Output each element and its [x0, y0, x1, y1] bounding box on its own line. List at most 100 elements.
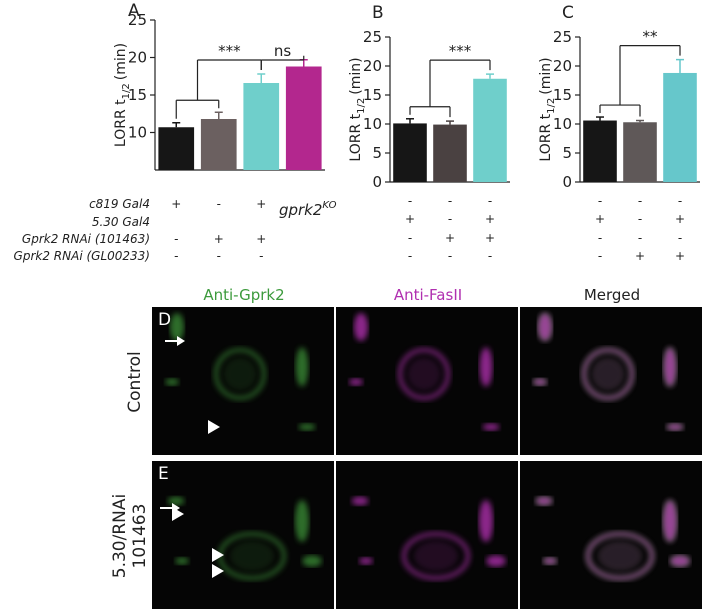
genotype-mark: - — [638, 231, 642, 245]
y-label-unit: (min) — [348, 57, 364, 94]
stain-core — [302, 555, 322, 567]
stain — [402, 532, 470, 580]
genotype-mark: - — [678, 194, 682, 208]
y-tick-label: 0 — [562, 173, 572, 191]
y-tick-label: 10 — [553, 115, 572, 133]
panel-letter: C — [562, 3, 574, 23]
y-label-main: LORR t — [538, 113, 554, 161]
y-axis-label: LORR t1/2 (min) — [113, 43, 132, 147]
genotype-mark: + — [214, 232, 224, 246]
genotype-mark: - — [408, 249, 412, 263]
genotype-mark: - — [638, 212, 642, 226]
bar-genotype-sup: KO — [322, 200, 336, 211]
stain — [586, 532, 654, 580]
stain-core — [486, 555, 506, 567]
significance-label: *** — [218, 42, 241, 60]
genotype-mark: + — [256, 232, 266, 246]
y-tick-label: 15 — [363, 86, 382, 104]
genotype-mark: - — [174, 232, 178, 246]
genotype-mark: + — [405, 212, 415, 226]
stain-core — [479, 500, 493, 542]
y-tick-label: 10 — [363, 115, 382, 133]
image-panel-letter: D — [158, 310, 171, 330]
stain-core — [407, 357, 441, 391]
y-label-main: LORR t — [348, 113, 364, 161]
image-row-label: 5.30/RNAi — [110, 494, 130, 578]
genotype-mark: + — [675, 212, 685, 226]
stain-core — [295, 500, 309, 542]
y-label-main: LORR t — [113, 99, 129, 147]
arrowhead — [208, 420, 220, 434]
stain-core — [354, 313, 368, 341]
bar — [473, 78, 507, 182]
genotype-mark: - — [448, 194, 452, 208]
y-label-sub: 1/2 — [121, 83, 132, 99]
significance-label: *** — [449, 42, 472, 60]
stain-core — [223, 357, 257, 391]
bar — [243, 83, 280, 170]
y-tick-label: 25 — [553, 28, 572, 46]
image-row-label: Control — [125, 351, 145, 412]
genotype-mark: - — [488, 194, 492, 208]
y-axis-label: LORR t1/2 (min) — [538, 57, 557, 161]
genotype-mark: - — [408, 231, 412, 245]
bar — [158, 127, 195, 170]
genotype-mark: - — [217, 197, 221, 211]
stain-core — [351, 496, 369, 506]
stain-core — [167, 496, 185, 506]
stain-core — [535, 496, 553, 506]
image-column-label: Merged — [584, 286, 640, 304]
arrow-head — [177, 336, 185, 346]
image-row-label: 101463 — [130, 504, 150, 569]
genotype-row-label: c819 Gal4 — [89, 197, 150, 211]
bar — [285, 66, 322, 170]
bar — [623, 122, 657, 182]
stain-core — [591, 357, 625, 391]
y-tick-label: 20 — [363, 57, 382, 75]
bar — [433, 124, 467, 182]
stain-core — [298, 423, 316, 431]
genotype-mark: - — [408, 194, 412, 208]
stain — [398, 348, 450, 400]
genotype-mark: - — [598, 194, 602, 208]
y-label-unit: (min) — [113, 43, 129, 80]
stain-core — [482, 423, 500, 431]
bar-genotype-label: gprk2KO — [279, 200, 337, 219]
y-tick-label: 20 — [553, 57, 572, 75]
genotype-mark: + — [635, 249, 645, 263]
genotype-mark: + — [171, 197, 181, 211]
genotype-mark: - — [448, 212, 452, 226]
bar — [663, 72, 697, 182]
stain — [582, 348, 634, 400]
stain-core — [663, 500, 677, 542]
genotype-mark: - — [259, 249, 263, 263]
y-axis-label: LORR t1/2 (min) — [348, 57, 367, 161]
stain-core — [533, 378, 547, 386]
stain-core — [295, 347, 309, 387]
y-tick-label: 25 — [363, 28, 382, 46]
bar — [393, 123, 427, 182]
stain-core — [666, 423, 684, 431]
y-tick-label: 0 — [372, 173, 382, 191]
bar — [200, 119, 237, 170]
stain-core — [165, 378, 179, 386]
genotype-mark: + — [256, 197, 266, 211]
genotype-mark: + — [595, 212, 605, 226]
image-panel-letter: E — [158, 464, 169, 484]
stain-core — [359, 557, 373, 565]
y-tick-label: 10 — [128, 124, 147, 142]
stain-core — [413, 540, 459, 572]
arrowhead — [172, 507, 184, 521]
significance-label: ** — [643, 28, 659, 46]
genotype-mark: + — [445, 231, 455, 245]
significance-label: ns — [274, 42, 292, 60]
genotype-mark: - — [598, 231, 602, 245]
y-tick-label: 25 — [128, 11, 147, 29]
y-tick-label: 15 — [128, 86, 147, 104]
stain-core — [663, 347, 677, 387]
bar-genotype-name: gprk2 — [279, 201, 322, 219]
bar — [583, 120, 617, 182]
panel-letter: A — [128, 1, 140, 21]
stain-core — [229, 540, 275, 572]
